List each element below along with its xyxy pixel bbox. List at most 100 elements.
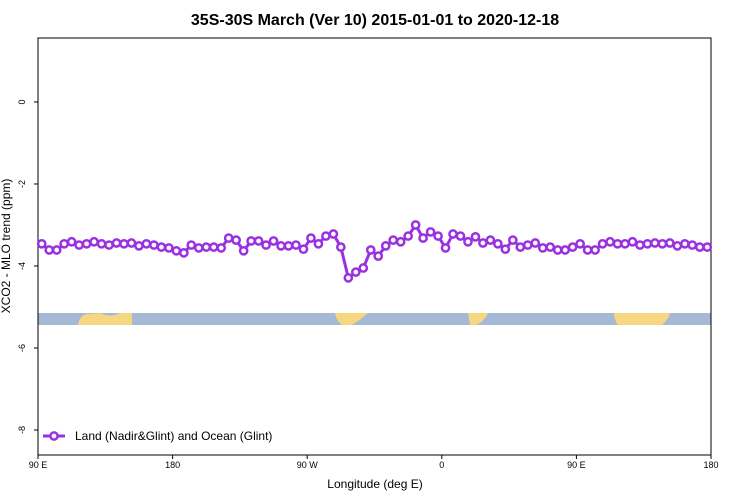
x-tick-label: 90 E [567,460,586,470]
data-point [440,243,451,253]
data-point [679,238,690,249]
data-point [268,236,279,246]
data-point [552,245,563,255]
data-point [201,242,212,252]
data-point [530,238,541,248]
data-point [463,236,473,247]
data-point [223,233,234,243]
y-tick-label: -2 [17,180,27,188]
y-axis-label: XCO2 - MLO trend (ppm) [0,179,13,314]
data-point [545,242,556,252]
data-point [635,240,645,250]
data-point [89,236,99,247]
chart-title: 35S-30S March (Ver 10) 2015-01-01 to 202… [191,12,559,29]
data-point [702,242,713,252]
data-point [59,238,70,249]
data-point [425,227,436,237]
data-point [642,238,653,249]
data-point [522,240,533,250]
y-tick-label: 0 [17,99,27,104]
data-point [358,263,369,273]
data-point [500,244,511,255]
data-point [627,236,638,247]
data-point [575,238,585,249]
x-tick-label: 0 [439,460,444,470]
data-point [253,236,264,246]
data-point [328,229,339,239]
data-point [582,245,593,255]
data-point [470,232,481,242]
data-point [403,231,413,241]
x-axis-label: Longitude (deg E) [327,477,422,491]
data-point [597,238,608,249]
data-point [418,233,428,243]
data-point [291,240,301,250]
data-point [246,236,256,246]
data-point [448,229,458,239]
data-point [208,242,219,252]
data-point [66,236,77,247]
data-point [321,231,331,241]
data-point [51,245,62,255]
data-point [81,238,92,249]
data-point [365,245,376,255]
data-point [261,240,271,250]
y-tick-label: -4 [17,262,27,270]
data-point [657,238,668,249]
data-point [485,235,496,245]
data-point [388,235,399,245]
y-tick-label: -8 [17,426,27,434]
data-point [164,243,174,253]
data-point [141,238,152,249]
data-point [178,248,189,258]
data-point [126,238,137,248]
legend-text: Land (Nadir&Glint) and Ocean (Glint) [75,429,272,443]
data-point [306,233,316,243]
data-point [560,245,571,255]
data-point [433,231,443,241]
data-point [493,238,503,249]
data-point [238,245,249,256]
data-point [156,242,167,252]
data-point [186,240,197,250]
data-point [694,242,705,252]
data-point [283,241,294,251]
data-point [134,241,144,251]
data-point [104,240,114,250]
data-point [687,240,698,250]
data-point [410,220,421,230]
data-point [605,236,615,247]
data-point [231,235,242,245]
x-tick-label: 180 [703,460,718,470]
data-point [336,242,346,252]
data-point [119,238,129,249]
data-point [478,238,488,248]
data-point [620,238,630,249]
data-point [96,238,107,249]
y-tick-label: -6 [17,344,27,352]
data-point [455,231,466,241]
data-point [672,241,683,251]
data-point [515,242,526,252]
data-point [36,238,47,249]
data-point [380,241,391,251]
data-point [111,238,122,248]
x-tick-label: 90 E [29,460,48,470]
data-point [567,242,578,252]
x-tick-label: 90 W [297,460,319,470]
map-strip [38,313,711,325]
data-point [44,245,55,255]
data-point [373,251,384,261]
data-point [650,238,660,248]
data-point [149,240,159,250]
data-point [343,273,354,283]
data-point [276,241,286,251]
data-point [537,243,548,253]
data-point [590,245,600,255]
data-point [193,243,204,253]
data-point [507,235,518,245]
x-tick-label: 180 [165,460,180,470]
data-point [298,244,309,255]
data-point [612,238,623,249]
